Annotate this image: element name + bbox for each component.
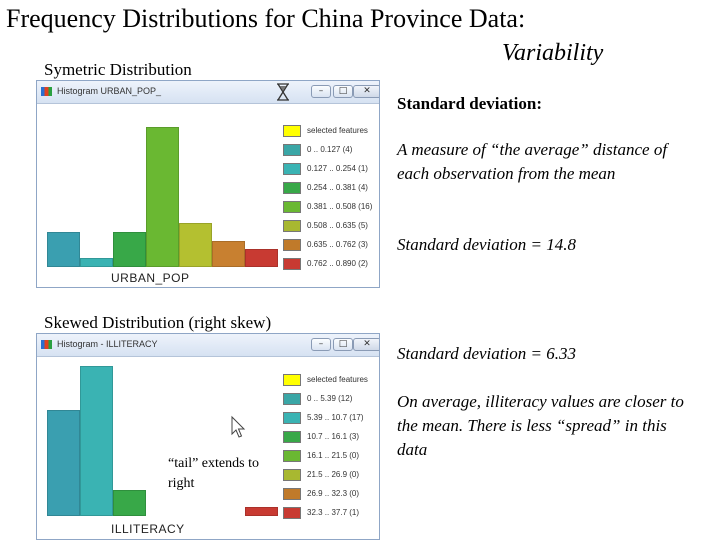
close-button[interactable]: ✕	[353, 338, 379, 351]
urban-pop-histogram	[41, 107, 377, 285]
histogram-bar[interactable]	[245, 249, 278, 267]
legend-label: 0.635 .. 0.762 (3)	[307, 240, 368, 249]
hourglass-icon	[277, 83, 289, 101]
legend-swatch	[283, 239, 301, 251]
urban-pop-std-value: Standard deviation = 14.8	[397, 235, 576, 254]
illiteracy-histogram-window: Histogram - ILLITERACY – □ ✕ ILLITERACY …	[36, 333, 380, 540]
slide-subtitle: Variability	[502, 40, 604, 66]
window-titlebar[interactable]: Histogram - ILLITERACY – □ ✕	[37, 334, 379, 357]
legend-label: 26.9 .. 32.3 (0)	[307, 489, 360, 498]
legend-swatch	[283, 469, 301, 481]
legend-swatch	[283, 431, 301, 443]
legend-label: 0 .. 5.39 (12)	[307, 394, 353, 403]
window-title: Histogram URBAN_POP_	[57, 86, 162, 96]
x-axis-label: URBAN_POP	[111, 271, 190, 285]
legend-swatch	[283, 450, 301, 462]
histogram-bar[interactable]	[212, 241, 245, 267]
histogram-bar[interactable]	[47, 232, 80, 267]
legend-swatch	[283, 125, 301, 137]
minimize-button[interactable]: –	[311, 85, 331, 98]
minimize-button[interactable]: –	[311, 338, 331, 351]
legend-label: 21.5 .. 26.9 (0)	[307, 470, 360, 479]
legend-label: 0.381 .. 0.508 (16)	[307, 202, 373, 211]
legend-label: 10.7 .. 16.1 (3)	[307, 432, 360, 441]
histogram-bar[interactable]	[47, 410, 80, 516]
legend-swatch	[283, 488, 301, 500]
tail-annotation: “tail” extends to right	[168, 456, 259, 491]
histogram-bar[interactable]	[179, 223, 212, 267]
symmetric-heading: Symetric Distribution	[44, 60, 192, 79]
slide-title: Frequency Distributions for China Provin…	[6, 4, 526, 33]
histogram-bar[interactable]	[245, 507, 278, 516]
spread-explanation: On average, illiteracy values are closer…	[397, 392, 684, 459]
histogram-app-icon	[41, 340, 52, 349]
legend-swatch	[283, 163, 301, 175]
legend-swatch	[283, 220, 301, 232]
mouse-pointer-icon	[231, 415, 246, 438]
histogram-bar[interactable]	[146, 127, 179, 267]
skewed-heading: Skewed Distribution (right skew)	[44, 313, 272, 332]
legend-label: 16.1 .. 21.5 (0)	[307, 451, 360, 460]
legend-label: 0.508 .. 0.635 (5)	[307, 221, 368, 230]
legend-label: selected features	[307, 375, 368, 384]
histogram-bar[interactable]	[113, 490, 146, 516]
illiteracy-histogram	[41, 360, 377, 538]
legend-label: 0.254 .. 0.381 (4)	[307, 183, 368, 192]
window-titlebar[interactable]: Histogram URBAN_POP_ – □ ✕	[37, 81, 379, 104]
close-button[interactable]: ✕	[353, 85, 379, 98]
legend-swatch	[283, 258, 301, 270]
legend-label: 0.127 .. 0.254 (1)	[307, 164, 368, 173]
legend-label: 0 .. 0.127 (4)	[307, 145, 353, 154]
legend-swatch	[283, 507, 301, 519]
window-title: Histogram - ILLITERACY	[57, 339, 158, 349]
legend-swatch	[283, 182, 301, 194]
illiteracy-std-value: Standard deviation = 6.33	[397, 344, 576, 363]
legend-swatch	[283, 144, 301, 156]
legend-swatch	[283, 412, 301, 424]
std-deviation-heading: Standard deviation:	[397, 94, 542, 113]
legend-label: 32.3 .. 37.7 (1)	[307, 508, 360, 517]
std-deviation-definition: A measure of “the average” distance of e…	[397, 140, 668, 183]
histogram-bar[interactable]	[113, 232, 146, 267]
legend-swatch	[283, 201, 301, 213]
legend-swatch	[283, 374, 301, 386]
legend-label: 0.762 .. 0.890 (2)	[307, 259, 368, 268]
histogram-bar[interactable]	[80, 366, 113, 516]
urban-pop-histogram-window: Histogram URBAN_POP_ – □ ✕ URBAN_POP sel…	[36, 80, 380, 288]
histogram-bar[interactable]	[80, 258, 113, 267]
maximize-button[interactable]: □	[333, 338, 353, 351]
histogram-app-icon	[41, 87, 52, 96]
legend-swatch	[283, 393, 301, 405]
legend-label: selected features	[307, 126, 368, 135]
maximize-button[interactable]: □	[333, 85, 353, 98]
x-axis-label: ILLITERACY	[111, 522, 185, 536]
legend-label: 5.39 .. 10.7 (17)	[307, 413, 364, 422]
